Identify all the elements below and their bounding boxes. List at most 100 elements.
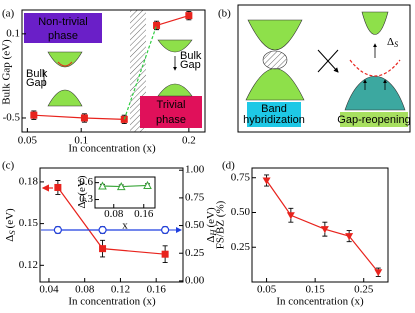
cone xyxy=(361,11,389,35)
marker xyxy=(286,212,295,220)
marker xyxy=(153,21,161,29)
plot-frame xyxy=(39,167,184,283)
axis-title: ΔE (eV) xyxy=(76,175,89,208)
phase-box xyxy=(24,13,102,43)
y-tick-label: 0.75 xyxy=(231,171,251,183)
x-tick-label: 0.08 xyxy=(104,208,124,220)
y-tick-label: 0.15 xyxy=(19,217,39,229)
box-label: Gap-reopening xyxy=(337,114,410,126)
plot-frame xyxy=(94,176,156,209)
y-tick-label: 0.1 xyxy=(6,27,20,39)
subscript: H xyxy=(209,229,218,237)
marker xyxy=(54,183,62,191)
annotation: Gap xyxy=(26,77,47,89)
annotation: phase xyxy=(48,30,78,42)
y-tick-label: 0.6 xyxy=(79,176,93,188)
panel-label: (c) xyxy=(2,160,15,172)
cone xyxy=(47,89,83,107)
plot-frame xyxy=(251,167,389,283)
series-line xyxy=(156,15,190,26)
cone xyxy=(344,75,406,111)
band xyxy=(349,59,401,77)
panel-label: (b) xyxy=(218,8,231,20)
axis-title: In concentration (x) xyxy=(68,143,156,155)
annotation: Trivial xyxy=(157,99,186,111)
box-label: Band xyxy=(261,103,287,115)
series-line xyxy=(33,114,125,120)
x-tick-label: 0.04 xyxy=(39,284,59,296)
y-tick-label: 0.25 xyxy=(231,241,251,253)
cone xyxy=(47,51,83,68)
y2-tick-label: 0.50 xyxy=(185,219,205,231)
y-tick-label: 0.3 xyxy=(79,193,93,205)
y-tick-label: 0.12 xyxy=(19,259,38,271)
marker xyxy=(161,250,169,258)
marker xyxy=(116,182,126,191)
marker xyxy=(345,233,354,241)
x-tick-label: 0.16 xyxy=(147,284,167,296)
symbol: Δ xyxy=(387,36,394,48)
annotation: Bulk xyxy=(180,50,202,62)
label-box xyxy=(247,102,301,127)
x-tick-label: 0.1 xyxy=(74,134,88,146)
axis-title: In concentration (x) xyxy=(276,296,364,308)
box-label: hybridization xyxy=(243,114,305,126)
symbol: Δ xyxy=(205,236,217,243)
marker xyxy=(185,12,193,20)
annotation: Bulk xyxy=(26,68,48,80)
panel-b: (b) Band hybridization Gap-reopening ΔS xyxy=(218,4,411,133)
axis-title: Bulk Gap (eV) xyxy=(1,39,13,105)
x-tick-label: 0.25 xyxy=(354,284,374,296)
y-tick-label: -0.5 xyxy=(3,112,21,124)
axis-title: ΔH (eV) xyxy=(205,207,218,243)
series-line xyxy=(57,187,166,255)
marker xyxy=(99,245,107,253)
cone xyxy=(157,39,193,53)
series-line xyxy=(123,25,158,120)
subscript: E xyxy=(81,197,88,202)
x-tick-label: 0.08 xyxy=(75,284,95,296)
y-tick-label: 0.18 xyxy=(19,175,39,187)
unit: (eV) xyxy=(205,207,217,227)
annotation: Gap xyxy=(180,59,201,71)
axis-title: In concentration (x) xyxy=(68,296,156,308)
x-tick-label: 0.2 xyxy=(182,134,196,146)
unit: (eV) xyxy=(4,208,16,228)
marker xyxy=(262,177,271,185)
arrow xyxy=(317,49,339,73)
y2-tick-label: 0.25 xyxy=(185,247,205,259)
panel-a-decor xyxy=(24,10,202,132)
plot-frame xyxy=(21,9,206,133)
panel-label: (a) xyxy=(2,8,15,20)
y-tick-label: 0.50 xyxy=(231,206,251,218)
x-tick-label: 0.12 xyxy=(111,284,130,296)
marker xyxy=(374,269,383,277)
label-box xyxy=(340,112,408,127)
marker xyxy=(143,180,152,189)
cone xyxy=(247,19,303,51)
subscript: S xyxy=(394,40,398,49)
marker xyxy=(80,114,88,122)
x-tick-label: 0.16 xyxy=(134,208,154,220)
annotation: Non-trivial xyxy=(38,16,88,28)
panel-label: (d) xyxy=(222,160,235,172)
marker xyxy=(30,111,38,119)
hybridization xyxy=(262,50,288,70)
x-tick-label: 0.05 xyxy=(257,284,277,296)
symbol: Δ xyxy=(4,235,16,242)
marker xyxy=(161,225,170,235)
y2-tick-label: 0.00 xyxy=(185,274,205,286)
marker xyxy=(98,181,107,190)
gap-label: ΔS xyxy=(387,36,398,49)
marker xyxy=(53,225,62,235)
axis-title: FS/BZ (%) xyxy=(215,200,227,249)
axis-title: ΔS (eV) xyxy=(4,208,17,242)
subscript: S xyxy=(8,230,17,235)
symbol: Δ xyxy=(76,201,88,208)
unit: (eV) xyxy=(76,175,88,195)
band xyxy=(57,61,73,67)
y2-tick-label: 0.75 xyxy=(185,191,205,203)
phase-box xyxy=(140,96,202,128)
series-line xyxy=(102,184,148,188)
